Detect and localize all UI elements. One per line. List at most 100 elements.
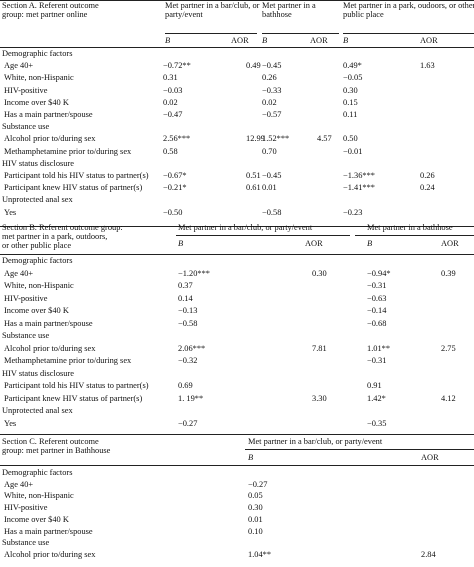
aor-value-cell: 3.30 [312, 393, 327, 403]
row-label: Alcohol prior to/during sex [4, 549, 96, 559]
b-value-cell: 0.70 [262, 146, 277, 156]
b-value-cell: −0.31 [367, 281, 387, 290]
b-value-cell: −0.21* [163, 183, 187, 193]
section-b: Section B. Referent outcome group: met p… [0, 221, 474, 436]
row-label: Income over $40 K [4, 306, 69, 315]
section-b-title-line-1: Section B. Referent outcome group: [2, 223, 123, 232]
section-a-col3-rule [343, 33, 474, 34]
b-value-cell: −0.72** [163, 61, 191, 71]
row-label: HIV-positive [4, 293, 48, 303]
section-c-title-line-2: group: met partner in Bathhouse [2, 446, 111, 455]
row-group-heading: Unprotected anal sex [2, 406, 73, 415]
b-value-cell: −0.33 [262, 85, 282, 95]
b-value-cell: 1.01** [367, 343, 391, 353]
row-label: Age 40+ [4, 268, 34, 278]
b-value-cell: 1.52*** [262, 134, 290, 144]
row-label: Methamphetamine prior to/during sex [4, 146, 132, 156]
aor-value-cell: 0.51 [246, 171, 261, 180]
b-value-cell: 2.56*** [163, 134, 191, 144]
row-group-heading: Substance use [2, 122, 50, 132]
section-a-col3-header-line-1: Met partner in a park, oudoors, or other [343, 1, 474, 10]
b-value-cell: −0.31 [367, 356, 387, 365]
section-a-top-rule [0, 0, 474, 1]
aor-value-cell: 0.49 [246, 61, 261, 71]
b-value-cell: 0.11 [343, 110, 358, 119]
b-value-cell: −0.35 [367, 418, 387, 428]
section-b-col2-aor-header: AOR [441, 239, 459, 248]
section-b-col1-header: Met partner in a bar/club, or party/even… [178, 223, 313, 232]
section-a-title-line-2: group: met partner online [2, 10, 88, 19]
section-b-col1-rule [176, 235, 350, 236]
aor-value-cell: 0.26 [420, 171, 435, 180]
aor-value-cell: 0.30 [312, 268, 327, 278]
section-c-col1-rule [245, 449, 474, 450]
section-a-col2-aor-header: AOR [310, 36, 328, 45]
b-value-cell: −0.63 [367, 293, 387, 303]
aor-value-cell: 1.63 [420, 61, 435, 71]
b-value-cell: 0.58 [163, 146, 178, 156]
b-value-cell: −0.14 [367, 306, 387, 315]
b-value-cell: −0.01 [343, 146, 363, 156]
row-label: White, non-Hispanic [4, 281, 74, 290]
section-a-col3-b-header: B [343, 36, 349, 45]
row-label: Has a main partner/spouse [4, 526, 93, 536]
b-value-cell: −0.32 [178, 356, 198, 365]
row-label: HIV-positive [4, 85, 48, 95]
b-value-cell: 0.14 [178, 293, 193, 303]
b-value-cell: 0.10 [248, 526, 263, 536]
b-value-cell: 0.15 [343, 97, 358, 107]
row-label: Income over $40 K [4, 514, 69, 524]
section-a-col2-rule [262, 33, 339, 34]
row-group-heading: HIV status disclosure [2, 368, 74, 378]
b-value-cell: 0.37 [178, 281, 193, 290]
b-value-cell: 0.49* [343, 61, 362, 71]
b-value-cell: 1. 19** [178, 393, 204, 403]
b-value-cell: −1.20*** [178, 268, 210, 278]
row-label: Participant told his HIV status to partn… [4, 381, 149, 390]
row-group-heading: Demographic factors [2, 256, 73, 265]
section-a-bottom-rule [0, 226, 474, 227]
b-value-cell: −0.27 [178, 418, 198, 428]
section-b-col2-header: Met partner in a bathhose [367, 223, 453, 232]
row-label: Participant told his HIV status to partn… [4, 171, 149, 180]
b-value-cell: 0.69 [178, 381, 193, 390]
aor-value-cell: 2.75 [441, 343, 456, 353]
row-label: Participant knew HIV status of partner(s… [4, 183, 143, 193]
section-b-bottom-rule [0, 434, 474, 435]
row-group-heading: Unprotected anal sex [2, 195, 73, 205]
b-value-cell: 0.30 [343, 85, 358, 95]
b-value-cell: −0.45 [262, 61, 282, 71]
row-label: Alcohol prior to/during sex [4, 343, 96, 353]
section-a-header-bottom-rule [0, 47, 474, 48]
b-value-cell: −0.94* [367, 268, 391, 278]
row-label: Has a main partner/spouse [4, 110, 93, 119]
section-b-title-line-3: or other public place [2, 241, 72, 250]
b-value-cell: 0.01 [262, 183, 277, 193]
b-value-cell: −0.13 [178, 306, 198, 315]
row-label: Income over $40 K [4, 97, 69, 107]
section-c-header-bottom-rule [0, 465, 474, 466]
section-a-col1-header-line-1: Met partner in a bar/club, or [165, 1, 260, 10]
aor-value-cell: 0.39 [441, 268, 456, 278]
b-value-cell: −0.05 [343, 73, 363, 83]
aor-value-cell: 2.84 [421, 549, 436, 559]
row-label: Age 40+ [4, 479, 34, 489]
b-value-cell: −0.27 [248, 479, 268, 489]
b-value-cell: −0.57 [262, 110, 282, 119]
b-value-cell: 1.04** [248, 549, 272, 559]
row-group-heading: Substance use [2, 538, 50, 548]
b-value-cell: 0.91 [367, 381, 382, 390]
b-value-cell: −0.45 [262, 171, 282, 180]
aor-value-cell: 0.24 [420, 183, 435, 193]
section-a: Section A. Referent outcome group: met p… [0, 0, 474, 228]
b-value-cell: −0.47 [163, 110, 183, 119]
section-c-col1-aor-header: AOR [421, 453, 439, 462]
b-value-cell: −1.41*** [343, 183, 375, 193]
row-label: Has a main partner/spouse [4, 318, 93, 328]
section-b-col1-b-header: B [178, 239, 184, 248]
b-value-cell: −0.03 [163, 85, 183, 95]
section-a-col3-header-line-2: public place [343, 10, 384, 19]
b-value-cell: 0.02 [262, 97, 277, 107]
section-a-col3-aor-header: AOR [420, 36, 438, 45]
